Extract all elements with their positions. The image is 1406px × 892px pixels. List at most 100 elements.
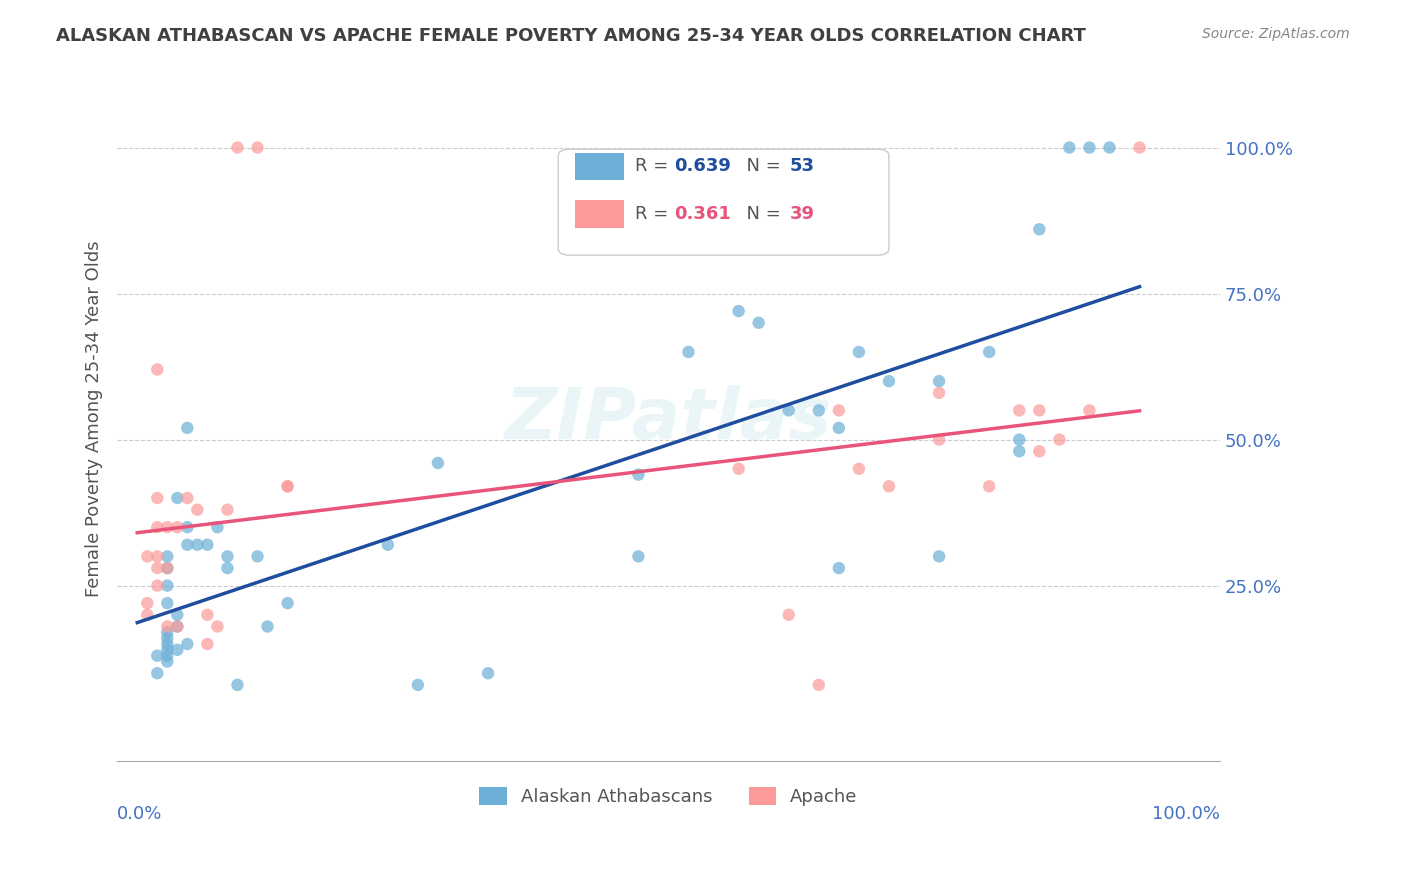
Point [1008, 433, 1031, 447]
Bar [575, 153, 624, 180]
Point [156, 561, 179, 575]
Text: 0.361: 0.361 [673, 205, 731, 223]
Point [156, 637, 179, 651]
Point [136, 596, 159, 610]
Point [197, 538, 219, 552]
Text: N =: N = [734, 205, 786, 223]
Point [678, 345, 700, 359]
Point [207, 619, 229, 633]
Point [146, 549, 169, 564]
Point [377, 538, 399, 552]
Point [146, 648, 169, 663]
Point [979, 345, 1001, 359]
Text: ALASKAN ATHABASCAN VS APACHE FEMALE POVERTY AMONG 25-34 YEAR OLDS CORRELATION CH: ALASKAN ATHABASCAN VS APACHE FEMALE POVE… [56, 27, 1085, 45]
Point [1008, 444, 1031, 458]
Point [156, 631, 179, 645]
Point [246, 549, 269, 564]
Point [166, 619, 188, 633]
Point [156, 579, 179, 593]
Point [176, 637, 198, 651]
Point [778, 403, 800, 417]
Point [166, 607, 188, 622]
Text: R =: R = [636, 157, 675, 176]
Point [146, 362, 169, 376]
Point [426, 456, 449, 470]
Point [727, 304, 749, 318]
Point [1028, 444, 1050, 458]
Text: 100.0%: 100.0% [1152, 805, 1220, 823]
Point [156, 619, 179, 633]
Point [156, 643, 179, 657]
Point [166, 520, 188, 534]
Legend: Alaskan Athabascans, Apache: Alaskan Athabascans, Apache [472, 780, 865, 814]
Point [146, 666, 169, 681]
Point [146, 579, 169, 593]
Point [197, 637, 219, 651]
Point [627, 467, 650, 482]
Point [146, 561, 169, 575]
Point [848, 345, 870, 359]
Point [256, 619, 278, 633]
Point [406, 678, 429, 692]
Point [1028, 222, 1050, 236]
Point [217, 502, 239, 516]
Point [727, 462, 749, 476]
Point [807, 678, 830, 692]
Point [1059, 140, 1081, 154]
Text: R =: R = [636, 205, 675, 223]
Point [166, 619, 188, 633]
Point [928, 374, 950, 388]
Point [928, 549, 950, 564]
Point [1008, 403, 1031, 417]
Point [1028, 403, 1050, 417]
Point [217, 561, 239, 575]
Bar [575, 201, 624, 227]
Point [146, 520, 169, 534]
Point [197, 607, 219, 622]
Point [246, 140, 269, 154]
Point [166, 491, 188, 505]
Point [156, 549, 179, 564]
FancyBboxPatch shape [558, 149, 889, 255]
Point [477, 666, 499, 681]
Point [277, 479, 299, 493]
Text: Source: ZipAtlas.com: Source: ZipAtlas.com [1202, 27, 1350, 41]
Point [156, 648, 179, 663]
Point [1128, 140, 1150, 154]
Text: 39: 39 [790, 205, 814, 223]
Point [176, 491, 198, 505]
Point [828, 403, 851, 417]
Point [627, 549, 650, 564]
Point [277, 596, 299, 610]
Point [166, 643, 188, 657]
Point [207, 520, 229, 534]
Point [928, 433, 950, 447]
Point [136, 549, 159, 564]
Y-axis label: Female Poverty Among 25-34 Year Olds: Female Poverty Among 25-34 Year Olds [86, 241, 103, 598]
Point [156, 596, 179, 610]
Point [979, 479, 1001, 493]
Point [226, 140, 249, 154]
Point [928, 385, 950, 400]
Point [748, 316, 770, 330]
Point [877, 479, 900, 493]
Point [1047, 433, 1070, 447]
Text: 53: 53 [790, 157, 814, 176]
Point [1078, 140, 1101, 154]
Point [176, 520, 198, 534]
Point [176, 538, 198, 552]
Point [277, 479, 299, 493]
Text: ZIPatlas: ZIPatlas [505, 384, 832, 454]
Point [1098, 140, 1121, 154]
Point [828, 421, 851, 435]
Point [156, 561, 179, 575]
Point [807, 403, 830, 417]
Point [186, 538, 208, 552]
Point [156, 520, 179, 534]
Point [828, 561, 851, 575]
Text: 0.0%: 0.0% [117, 805, 163, 823]
Point [226, 678, 249, 692]
Point [778, 607, 800, 622]
Point [146, 491, 169, 505]
Point [156, 625, 179, 640]
